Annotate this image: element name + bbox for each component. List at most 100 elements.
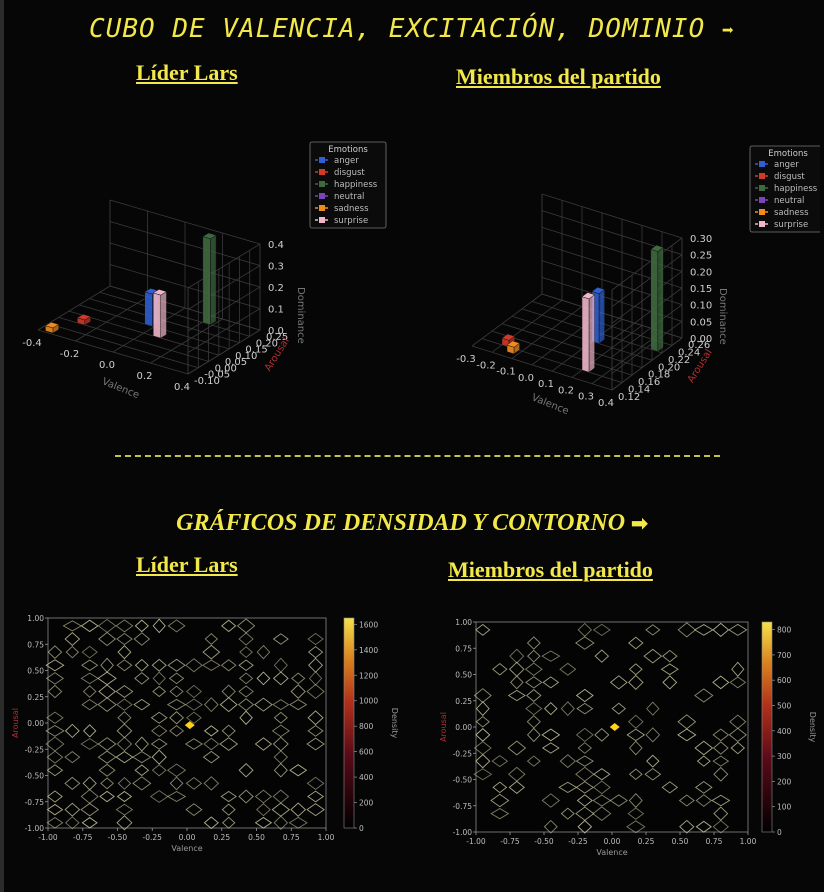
contour-ring [712,741,729,755]
contour-ring [577,742,593,754]
contour-ring [527,649,541,663]
leader-subtitle-top: Líder Lars [136,60,238,85]
x-tick-label: 1.00 [740,837,757,846]
contour-ring [202,750,220,764]
section-divider [115,455,720,457]
contour-ring [729,676,747,689]
grid-line [611,254,683,307]
colorbar-tick-label: 400 [777,727,792,736]
grid-line [150,318,223,364]
y-tick-label: 0.20 [658,362,680,373]
contour-ring [219,697,238,713]
contour-ring [507,766,526,782]
contour-ring [541,793,560,808]
contour-ring [730,741,746,755]
contour-ring [202,644,221,660]
contour-ring [80,789,99,804]
contour-ring [645,624,661,636]
y-tick-label: 0.25 [27,693,44,702]
legend-swatch-surprise [759,221,765,227]
y-tick-label: 1.00 [455,618,472,627]
contour-ring [117,776,132,790]
bar-anger [144,291,153,327]
grid-line [48,323,199,369]
members-subtitle-bottom: Miembros del partido [448,557,653,582]
contour-ring [81,817,98,829]
contour-ring [627,807,645,820]
contour-ring [575,688,594,703]
x-tick-label: -0.75 [500,837,520,846]
z-tick-label: 0.10 [690,301,712,312]
arrow-right-icon: ➡ [631,513,648,535]
contour-ring [46,711,64,724]
contour-ring [203,697,219,713]
contour-ring [677,714,697,730]
page-edge [0,0,4,892]
contour-ring [646,754,660,768]
contour-ring [289,764,308,777]
grid-line [611,321,683,374]
x-tick-label: -0.1 [496,367,516,378]
x-tick-label: 0.0 [518,373,534,384]
contour-ring [644,768,662,781]
contour-ring [203,816,219,830]
x-axis-label: Valence [596,848,627,857]
cube-title-text: CUBO DE VALENCIA, EXCITACIÓN, DOMINIO [89,14,706,44]
contour-ring [166,790,187,803]
contour-ring [116,736,133,752]
contour-ring [712,728,730,742]
contour-ring [543,819,558,834]
contour-ring [134,658,149,672]
contour-ring [221,619,237,633]
cube-chart-leader: -0.4-0.20.00.20.4-0.10-0.050.000.050.100… [22,141,387,401]
contour-ring [64,632,81,646]
legend-label-anger: anger [334,156,359,166]
x-tick-label: 0.75 [706,837,723,846]
contour-ring [611,702,627,715]
contour-ring [306,776,325,791]
contour-ring [83,724,97,738]
y-tick-label: -0.50 [25,772,45,781]
contour-ring [662,649,678,663]
contour-ring [475,623,491,636]
y-tick-label: 0.00 [27,719,44,728]
contour-ring [576,702,594,715]
z-tick-label: 0.05 [690,317,712,328]
z-axis-label: Dominance [717,288,728,345]
x-tick-label: 1.00 [318,833,335,842]
contour-ring [628,674,644,690]
contour-ring [185,803,203,817]
legend-swatch-disgust [319,169,325,175]
contour-ring [307,790,325,803]
contour-ring [507,689,526,702]
contour-ring [696,755,711,767]
contour-ring [97,671,117,686]
contour-ring [169,725,185,737]
contour-ring [307,724,324,737]
colorbar-tick-label: 1400 [359,646,378,655]
y-tick-label: 0.12 [618,392,640,403]
contour-ring [186,711,202,724]
contour-ring [473,688,492,703]
bar-happiness-top [202,232,217,240]
contour-ring [116,723,133,739]
colorbar-tick-label: 800 [359,722,374,731]
contour-ring [184,698,203,711]
contour-ring [271,802,291,817]
contour-ring [168,672,185,685]
contour-ring [694,740,714,756]
y-axis-label: Arousal [11,708,20,738]
contour-ring [711,794,731,807]
contour-ring [576,794,593,807]
grid-line [187,308,261,353]
contour-ring [593,768,611,781]
contour-ring [151,749,167,765]
y-tick-label: -0.05 [204,370,230,381]
colorbar-tick-label: 500 [777,701,792,710]
colorbar-tick-label: 1600 [359,620,378,629]
legend-swatch-surprise [319,217,325,223]
bar-surprise-top [152,289,168,296]
colorbar-tick-label: 300 [777,752,792,761]
contour-ring [236,618,256,634]
contour-ring [509,675,524,690]
